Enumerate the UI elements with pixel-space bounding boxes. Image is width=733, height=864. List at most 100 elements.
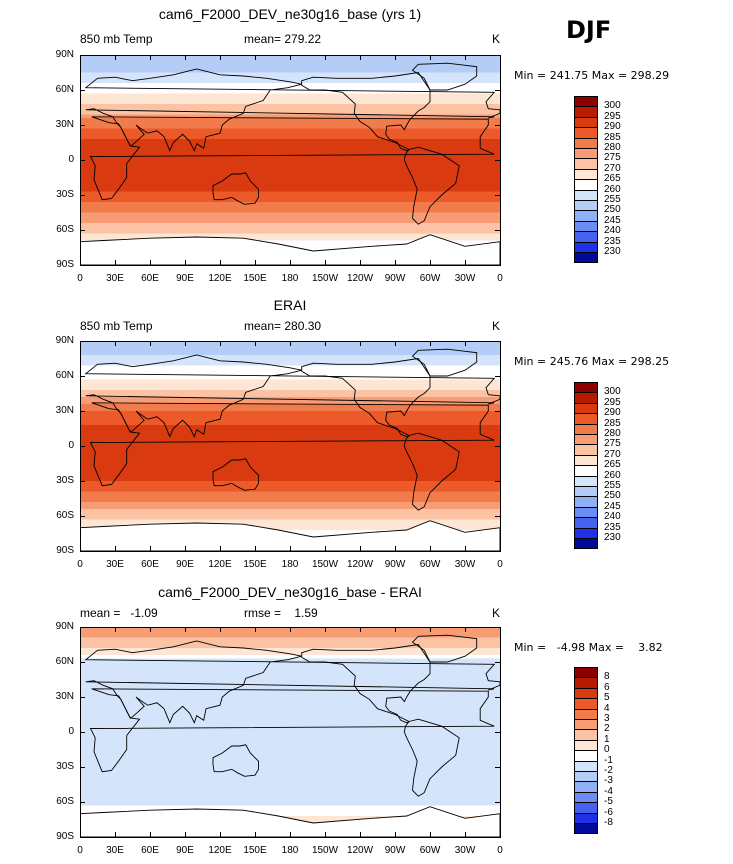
colorbar-label: 285	[604, 131, 621, 143]
x-tick-label: 30E	[106, 845, 124, 856]
x-tick	[360, 55, 361, 60]
x-tick-label: 150W	[311, 845, 339, 856]
band-2-49	[80, 512, 500, 517]
y-tick	[80, 90, 85, 91]
x-tick	[255, 55, 256, 60]
colorbar-label: 265	[604, 173, 621, 185]
band-2-51	[80, 519, 500, 524]
y-tick	[495, 125, 500, 126]
coastline-2-4	[212, 458, 259, 491]
x-tick	[360, 627, 361, 632]
y-tick	[80, 481, 85, 482]
x-tick	[325, 260, 326, 265]
band-2-8	[80, 369, 500, 374]
coastline-1-1	[89, 116, 495, 201]
field-1	[80, 55, 500, 265]
band-1-25	[80, 142, 500, 147]
band-1-23	[80, 135, 500, 140]
colorbar-label: -3	[604, 775, 613, 787]
season-label: DJF	[566, 16, 612, 44]
band-1-38	[80, 188, 500, 193]
y-tick-label: 30S	[56, 475, 74, 486]
x-tick	[500, 627, 501, 632]
x-tick	[80, 546, 81, 551]
band-2-17	[80, 400, 500, 405]
band-1-14	[80, 104, 500, 109]
band-2-32	[80, 453, 500, 458]
band-3-25	[80, 714, 500, 719]
y-tick-label: 60N	[55, 84, 74, 95]
y-tick-label: 90N	[55, 49, 74, 60]
x-tick	[395, 546, 396, 551]
band-2-42	[80, 488, 500, 493]
band-3-39	[80, 763, 500, 768]
x-tick	[255, 546, 256, 551]
panel-3-rmse: rmse = 1.59	[244, 606, 318, 620]
x-tick	[430, 260, 431, 265]
y-tick	[80, 697, 85, 698]
x-tick	[115, 832, 116, 837]
band-3-8	[80, 655, 500, 660]
colorbar-label: 245	[604, 214, 621, 226]
band-1-52	[80, 237, 500, 242]
y-tick-label: 30S	[56, 189, 74, 200]
coastline-3-5	[411, 634, 478, 663]
coastline-2-1	[89, 402, 495, 487]
colorbar-label: 240	[604, 225, 621, 237]
x-tick-label: 60E	[141, 559, 159, 570]
band-3-2	[80, 634, 500, 639]
colorbar-label: 295	[604, 110, 621, 122]
y-tick	[80, 516, 85, 517]
x-tick	[255, 627, 256, 632]
band-3-31	[80, 735, 500, 740]
x-tick	[430, 627, 431, 632]
x-tick-label: 60W	[419, 559, 441, 570]
band-3-48	[80, 795, 500, 800]
band-1-36	[80, 181, 500, 186]
x-tick	[185, 260, 186, 265]
colorbar-label: 300	[604, 386, 621, 398]
band-1-51	[80, 233, 500, 238]
band-2-45	[80, 498, 500, 503]
band-3-24	[80, 711, 500, 716]
x-tick	[220, 832, 221, 837]
x-tick	[115, 546, 116, 551]
band-2-29	[80, 442, 500, 447]
colorbar-label: -2	[604, 765, 613, 776]
colorbar-label: 260	[604, 469, 621, 481]
x-tick	[395, 627, 396, 632]
band-2-37	[80, 470, 500, 475]
x-tick	[325, 627, 326, 632]
x-tick	[360, 546, 361, 551]
coastline-1-4	[212, 172, 259, 205]
band-3-46	[80, 788, 500, 793]
x-tick	[220, 260, 221, 265]
x-tick	[150, 832, 151, 837]
band-2-35	[80, 463, 500, 468]
band-3-30	[80, 732, 500, 737]
band-1-9	[80, 86, 500, 91]
colorbar-label: 250	[604, 204, 621, 216]
y-tick-label: 90S	[56, 545, 74, 556]
band-3-18	[80, 690, 500, 695]
band-2-11	[80, 379, 500, 384]
panel-1-map	[80, 55, 500, 265]
band-2-41	[80, 484, 500, 489]
band-1-29	[80, 156, 500, 161]
band-1-32	[80, 167, 500, 172]
band-2-30	[80, 446, 500, 451]
y-tick	[495, 265, 500, 266]
band-1-20	[80, 125, 500, 130]
x-tick	[465, 627, 466, 632]
colorbar-label: -8	[604, 817, 613, 828]
x-tick	[500, 341, 501, 346]
x-tick-label: 30W	[454, 845, 476, 856]
band-1-53	[80, 240, 500, 245]
colorbar-label: -5	[604, 796, 613, 808]
x-tick	[395, 260, 396, 265]
colorbar-label: 240	[604, 511, 621, 523]
band-3-12	[80, 669, 500, 674]
x-tick-label: 120E	[208, 845, 232, 856]
band-3-33	[80, 742, 500, 747]
panel-1-title: cam6_F2000_DEV_ne30g16_base (yrs 1)	[158, 6, 422, 22]
